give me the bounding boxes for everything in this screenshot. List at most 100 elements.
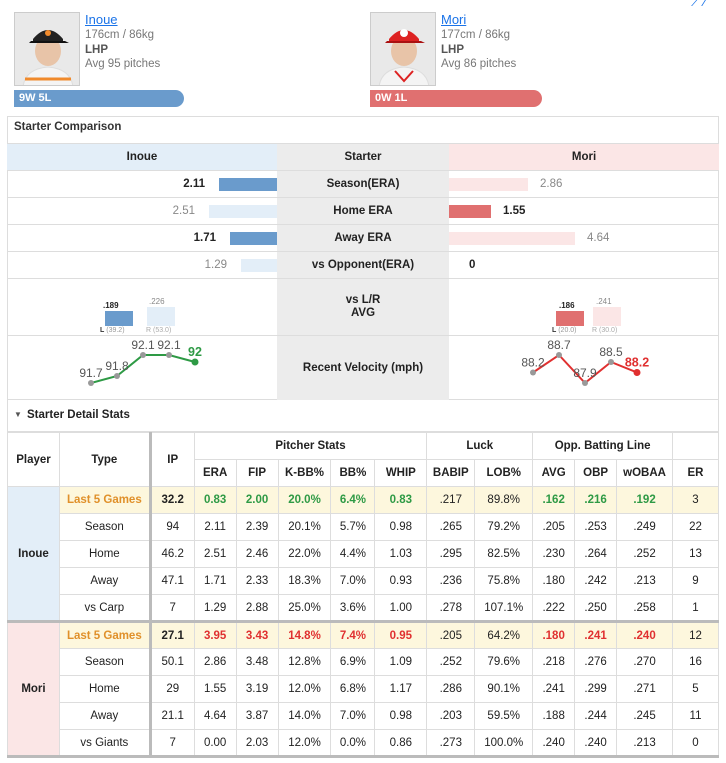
avg-pitches-mori: Avg 86 pitches xyxy=(441,58,517,70)
stat-cell: .241 xyxy=(574,621,618,649)
stat-cell: .249 xyxy=(616,513,674,541)
stat-cell: 89.8% xyxy=(474,486,534,514)
stat-cell: 22 xyxy=(672,513,719,541)
lr-left-r-val: .226 xyxy=(149,297,165,306)
stat-cell: 16 xyxy=(672,648,719,676)
velocity-label: 92.1 xyxy=(131,338,155,352)
stat-cell: 0.93 xyxy=(374,567,428,595)
stat-cell: 1 xyxy=(672,594,719,623)
stat-cell: 12.0% xyxy=(277,729,332,758)
comparison-right-value: 4.64 xyxy=(587,232,610,244)
col-lob: LOB% xyxy=(474,459,534,487)
lr-right-r-val: .241 xyxy=(596,297,612,306)
player-name-inoue[interactable]: Inoue xyxy=(85,12,118,27)
lr-right-r-label: R (30.0) xyxy=(592,327,618,334)
lr-right-l-label: L (20.0) xyxy=(552,327,577,334)
velocity-point xyxy=(608,359,614,365)
hand-inoue: LHP xyxy=(85,43,108,56)
col-era: ERA xyxy=(193,459,237,487)
stat-cell: 6.9% xyxy=(330,648,376,676)
record-bar-mori: 0W 1L xyxy=(370,90,542,107)
comparison-head-row: Inoue Starter Mori xyxy=(7,143,719,170)
comparison-left-cell: 2.11 xyxy=(7,171,277,197)
table-row: Home 29 1.55 3.19 12.0% 6.8% 1.17.286 90.1% .241… xyxy=(8,675,719,703)
stat-cell: 5 xyxy=(672,675,719,703)
comparison-label: Away ERA xyxy=(277,225,449,251)
table-row: Home 46.2 2.51 2.46 22.0% 4.4% 1.03.295 82.5% .2… xyxy=(8,540,719,568)
stat-cell: 2.46 xyxy=(235,540,279,568)
stat-cell: 1.00 xyxy=(374,594,428,623)
stat-cell: .276 xyxy=(574,648,618,676)
stat-cell: .299 xyxy=(574,675,618,703)
col-whip: WHIP xyxy=(374,459,428,487)
lr-left-r-label: R (53.0) xyxy=(146,327,172,334)
stat-cell: 107.1% xyxy=(474,594,534,623)
stat-cell: .240 xyxy=(616,621,674,649)
stat-cell: .180 xyxy=(532,621,576,649)
stat-cell: 4.64 xyxy=(193,702,237,730)
stat-cell: 27.1 xyxy=(148,621,195,649)
stat-cell: 20.1% xyxy=(277,513,332,541)
stat-cell: .180 xyxy=(532,567,576,595)
velocity-left: 91.7 91.8 92.1 92.1 92 xyxy=(7,336,277,400)
stat-cell: 75.8% xyxy=(474,567,534,595)
col-avg: AVG xyxy=(532,459,576,487)
stat-cell: 7.4% xyxy=(330,621,376,649)
velocity-label: 88.2 xyxy=(625,356,649,370)
stat-cell: 9 xyxy=(672,567,719,595)
stat-cell: 4.4% xyxy=(330,540,376,568)
table-row: Mori Last 5 Games 27.1 3.95 3.43 14.8% 7.4% 0.9… xyxy=(7,621,719,758)
type-cell: Home xyxy=(58,675,151,703)
stat-cell: .205 xyxy=(532,513,576,541)
comparison-right-cell: 0 xyxy=(449,252,719,278)
stat-cell: 82.5% xyxy=(474,540,534,568)
comparison-right-cell: 2.86 xyxy=(449,171,719,197)
stat-cell: 12.8% xyxy=(277,648,332,676)
stat-cell: .264 xyxy=(574,540,618,568)
stat-cell: .252 xyxy=(616,540,674,568)
stat-cell: 12.0% xyxy=(277,675,332,703)
comparison-right-value: 0 xyxy=(469,259,476,271)
stat-cell: 3.19 xyxy=(235,675,279,703)
player-name-mori[interactable]: Mori xyxy=(441,12,467,27)
stat-cell: 2.33 xyxy=(235,567,279,595)
velocity-label: 92.1 xyxy=(157,338,181,352)
stat-cell: 2.00 xyxy=(235,486,279,514)
comparison-left-cell: 1.29 xyxy=(7,252,277,278)
comparison-label: vs Opponent(ERA) xyxy=(277,252,449,278)
velocity-point xyxy=(633,369,641,376)
stat-cell: 0.00 xyxy=(193,729,237,758)
comparison-right-value: 2.86 xyxy=(540,178,563,190)
table-row: Away 47.1 1.71 2.33 18.3% 7.0% 0.93.236 75.8% .1… xyxy=(8,567,719,595)
type-cell: vs Carp xyxy=(58,594,151,623)
stat-cell: .241 xyxy=(532,675,576,703)
comparison-right-bar xyxy=(449,178,528,191)
stat-cell: 0.83 xyxy=(374,486,428,514)
top-right-link[interactable]: ⟋ ⁄ xyxy=(691,0,706,9)
table-row: Season 50.1 2.86 3.48 12.8% 6.9% 1.09.252 79.6%… xyxy=(8,648,719,676)
stat-cell: 3 xyxy=(672,486,719,514)
stat-cell: .218 xyxy=(532,648,576,676)
velocity-label: 91.7 xyxy=(79,366,103,380)
group-luck: Luck xyxy=(426,432,534,460)
type-cell: Season xyxy=(58,648,151,676)
lr-left-l-bar xyxy=(105,311,133,326)
stat-cell: 79.2% xyxy=(474,513,534,541)
stat-cell: 64.2% xyxy=(474,621,534,649)
stat-cell: 0.0% xyxy=(330,729,376,758)
comparison-right-cell: 4.64 xyxy=(449,225,719,251)
velocity-label: 92 xyxy=(188,345,202,359)
lr-label-2: AVG xyxy=(350,307,376,319)
player-name-cell: Mori xyxy=(7,621,60,758)
detail-title: Starter Detail Stats xyxy=(27,409,130,421)
lr-right: .186 L (20.0) .241 R (30.0) xyxy=(449,279,719,335)
detail-title-bar[interactable]: ▼ Starter Detail Stats xyxy=(7,400,719,432)
stat-cell: 1.09 xyxy=(374,648,428,676)
stat-cell: 20.0% xyxy=(277,486,332,514)
stat-cell: 79.6% xyxy=(474,648,534,676)
collapse-triangle-icon[interactable]: ▼ xyxy=(14,410,22,419)
stat-cell: 1.55 xyxy=(193,675,237,703)
stat-cell: 12 xyxy=(672,621,719,649)
stat-cell: .250 xyxy=(574,594,618,623)
stat-cell: 100.0% xyxy=(474,729,534,758)
